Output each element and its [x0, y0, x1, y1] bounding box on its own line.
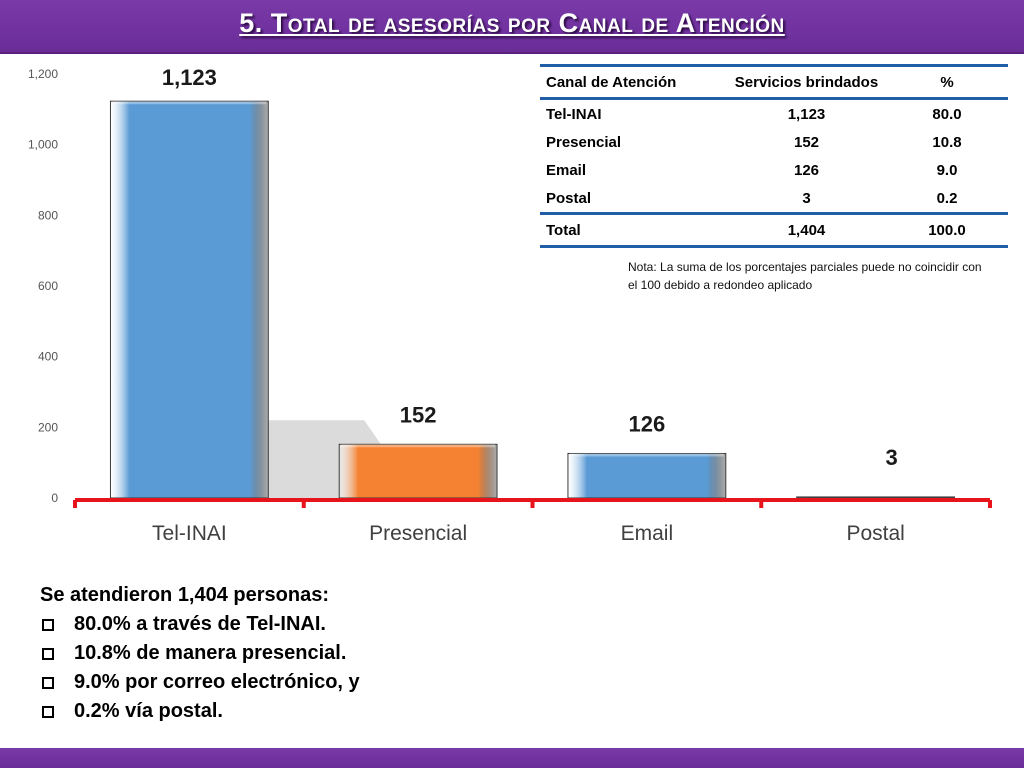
table-cell: 152: [793, 133, 820, 151]
table-cell: 3: [802, 189, 811, 207]
bar-highlight: [341, 444, 496, 448]
summary-list: 80.0% a través de Tel-INAI. 10.8% de man…: [40, 610, 560, 726]
y-tick-label: 800: [38, 208, 58, 222]
data-label: 1,123: [162, 65, 217, 90]
checkbox-bullet-icon: [42, 647, 54, 660]
footer-gap: [0, 745, 1024, 748]
x-tick-label: Tel-INAI: [152, 522, 227, 545]
list-item-text: 80.0% a través de Tel-INAI.: [74, 613, 326, 635]
y-tick-label: 600: [38, 279, 58, 293]
list-item: 0.2% vía postal.: [40, 697, 560, 726]
y-tick-label: 200: [38, 420, 58, 434]
x-tick-label: Email: [621, 522, 674, 545]
table-total-row: Total 1,404 100.0: [540, 212, 1008, 248]
list-item-text: 10.8% de manera presencial.: [74, 642, 347, 664]
bar-highlight: [569, 453, 724, 457]
table-cell: Tel-INAI: [546, 105, 602, 123]
checkbox-bullet-icon: [42, 618, 54, 631]
list-item-text: 0.2% vía postal.: [74, 700, 223, 722]
bar: [338, 443, 498, 499]
footer-bar: [0, 748, 1024, 768]
table-row: Postal 3 0.2: [540, 184, 1008, 214]
col-header-services: Servicios brindados: [727, 64, 886, 100]
bar: [796, 496, 956, 499]
bar: [109, 100, 269, 499]
y-tick-label: 1,200: [28, 67, 58, 81]
y-tick-label: 0: [51, 491, 58, 505]
table-cell: 9.0: [936, 161, 958, 179]
bar-chart: 0 200 400 600 800 1,000 1,200 1,123 Tel-INAI 152 P…: [28, 65, 992, 545]
table-cell: Postal: [546, 189, 592, 207]
table-cell: 100.0: [886, 212, 1008, 248]
table-cell: Email: [546, 161, 587, 179]
table-cell: 1,123: [787, 105, 826, 123]
table-row: Email 126 9.0: [540, 156, 1008, 184]
table-row: Presencial 152 10.8: [540, 128, 1008, 156]
data-label: 152: [400, 402, 437, 427]
title-bar: [0, 0, 1024, 54]
table-header-row: Canal de Atención Servicios brindados %: [540, 64, 1008, 100]
data-label: 3: [886, 445, 898, 470]
x-tick-label: Presencial: [369, 522, 467, 545]
x-tick-label: Postal: [846, 522, 904, 545]
y-tick-label: 400: [38, 350, 58, 364]
col-header-percent: %: [886, 64, 1008, 100]
col-header-channel: Canal de Atención: [540, 64, 727, 100]
list-item: 80.0% a través de Tel-INAI.: [40, 610, 560, 639]
y-tick-label: 1,000: [28, 138, 58, 152]
table-cell: Total: [540, 212, 727, 248]
bar: [567, 452, 727, 499]
checkbox-bullet-icon: [42, 705, 54, 718]
table-cell: 1,404: [727, 212, 886, 248]
list-item-text: 9.0% por correo electrónico, y: [74, 671, 360, 693]
table-cell: 10.8: [932, 133, 962, 151]
footnote: Nota: La suma de los porcentajes parcial…: [628, 260, 982, 292]
list-item: 9.0% por correo electrónico, y: [40, 668, 560, 697]
summary-block: Se atendieron 1,404 personas: 80.0% a tr…: [40, 580, 560, 726]
page-title: 5. Total de asesorías por Canal de Atenc…: [239, 8, 785, 38]
table-cell: Presencial: [546, 133, 622, 151]
data-table: Canal de Atención Servicios brindados % …: [540, 64, 1008, 248]
table-cell: 80.0: [932, 105, 962, 123]
list-item: 10.8% de manera presencial.: [40, 639, 560, 668]
bar-highlight: [112, 101, 267, 105]
table-cell: 126: [793, 161, 820, 179]
table-row: Tel-INAI 1,123 80.0: [540, 99, 1008, 129]
table-cell: 0.2: [936, 189, 958, 207]
summary-heading: Se atendieron 1,404 personas:: [40, 584, 330, 606]
checkbox-bullet-icon: [42, 676, 54, 689]
data-label: 126: [629, 411, 666, 436]
